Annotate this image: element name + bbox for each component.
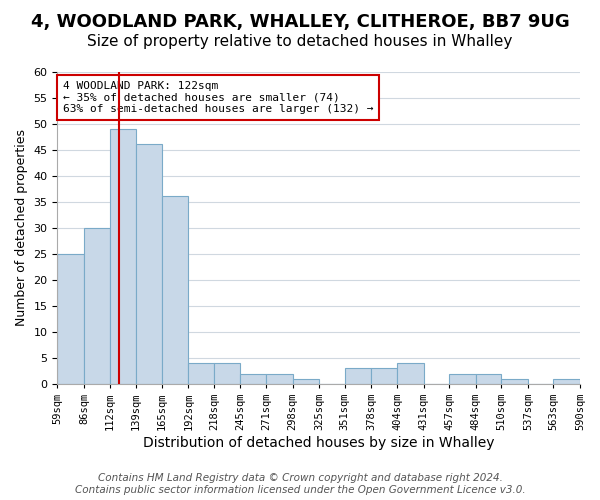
Bar [58, 254, 84, 384]
Bar [449, 374, 476, 384]
Bar [345, 368, 371, 384]
Bar [553, 378, 580, 384]
Bar [110, 129, 136, 384]
Bar [501, 378, 528, 384]
Text: Contains HM Land Registry data © Crown copyright and database right 2024.
Contai: Contains HM Land Registry data © Crown c… [74, 474, 526, 495]
Y-axis label: Number of detached properties: Number of detached properties [15, 129, 28, 326]
Bar [476, 374, 501, 384]
Text: 4 WOODLAND PARK: 122sqm
← 35% of detached houses are smaller (74)
63% of semi-de: 4 WOODLAND PARK: 122sqm ← 35% of detache… [62, 81, 373, 114]
Bar [371, 368, 397, 384]
Bar [241, 374, 266, 384]
Bar [188, 363, 214, 384]
Bar [293, 378, 319, 384]
Text: Size of property relative to detached houses in Whalley: Size of property relative to detached ho… [88, 34, 512, 49]
X-axis label: Distribution of detached houses by size in Whalley: Distribution of detached houses by size … [143, 436, 494, 450]
Bar [214, 363, 241, 384]
Bar [136, 144, 162, 384]
Bar [162, 196, 188, 384]
Bar [84, 228, 110, 384]
Bar [266, 374, 293, 384]
Text: 4, WOODLAND PARK, WHALLEY, CLITHEROE, BB7 9UG: 4, WOODLAND PARK, WHALLEY, CLITHEROE, BB… [31, 12, 569, 30]
Bar [397, 363, 424, 384]
